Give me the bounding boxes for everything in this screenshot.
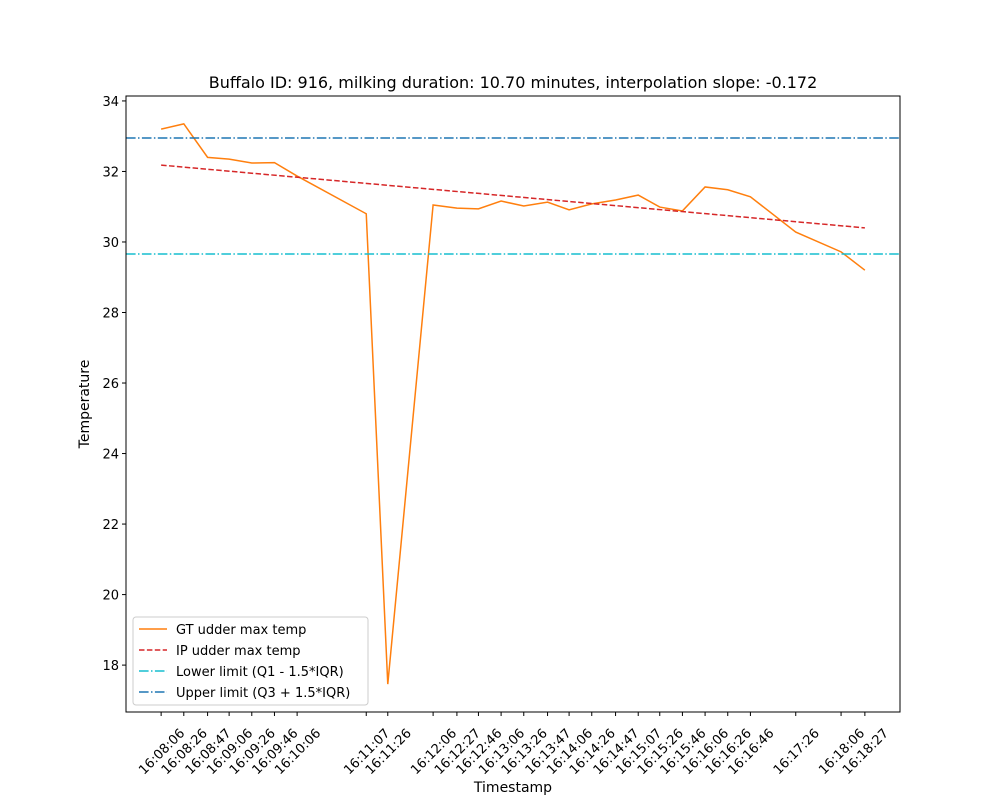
series-line (161, 164, 865, 229)
x-tick-label: 16:17:26 (771, 726, 823, 778)
y-tick-label: 20 (102, 589, 119, 604)
x-axis-label: Timestamp (473, 780, 552, 796)
chart-title: Buffalo ID: 916, milking duration: 10.70… (209, 73, 818, 92)
y-tick-label: 28 (102, 306, 119, 321)
legend-label: Upper limit (Q3 + 1.5*IQR) (176, 686, 350, 701)
y-tick-label: 30 (102, 236, 119, 251)
series-line (160, 123, 866, 685)
legend-label: GT udder max temp (176, 623, 306, 638)
legend-label: IP udder max temp (176, 644, 301, 659)
y-axis-label: Temperature (77, 360, 93, 450)
y-tick-label: 26 (102, 377, 119, 392)
y-tick-label: 18 (102, 659, 119, 674)
y-tick-label: 34 (102, 95, 119, 110)
legend: GT udder max temp IP udder max temp Lower … (132, 616, 369, 706)
y-tick-label: 22 (102, 518, 119, 533)
plot-frame (125, 95, 901, 713)
y-tick-label: 24 (102, 448, 119, 463)
legend-label: Lower limit (Q1 - 1.5*IQR) (176, 665, 344, 680)
legend-box (132, 616, 369, 706)
y-tick-label: 32 (102, 165, 119, 180)
